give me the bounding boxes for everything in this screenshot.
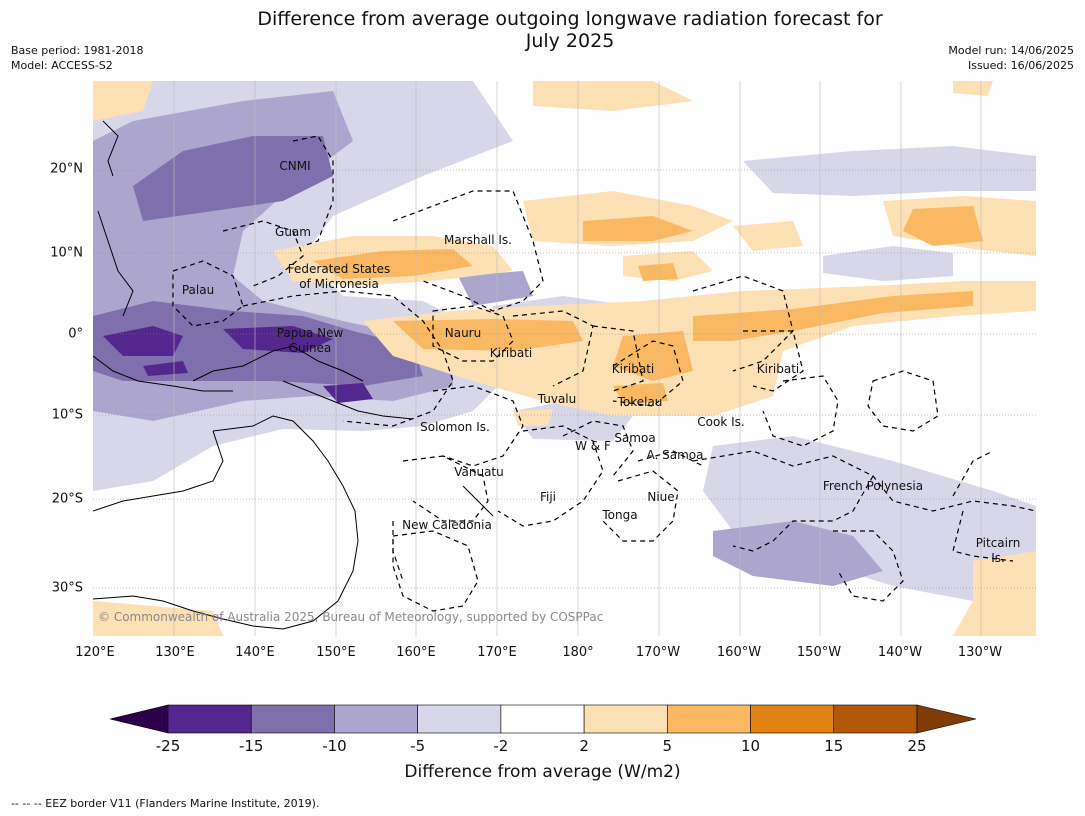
region-label: W & F [575, 439, 611, 453]
colorbar-box [750, 704, 835, 734]
colorbar-tick-label: 2 [579, 737, 589, 755]
region-labels: CNMI Guam Marshall Is. Federated States … [182, 159, 1020, 565]
region-label: Kiribati [757, 362, 799, 376]
colorbar-tick-label: -5 [410, 737, 426, 755]
lat-label: 10°N [50, 245, 83, 261]
eez-footnote: -- -- -- EEZ border V11 (Flanders Marine… [11, 797, 320, 810]
region-label: Kiribati [612, 362, 654, 376]
colorbar-box [334, 704, 418, 734]
coastlines [93, 120, 494, 630]
region-label: Marshall Is. [444, 233, 512, 247]
colorbar-label: Difference from average (W/m2) [404, 762, 681, 782]
colorbar-over-triangle [916, 704, 977, 734]
colorbar-box [583, 704, 668, 734]
copyright-text: © Commonwealth of Australia 2025, Bureau… [98, 610, 603, 624]
colorbar-tick-label: -15 [238, 737, 264, 755]
region-label: Tonga [601, 508, 637, 522]
region-label: Solomon Is. [420, 420, 490, 434]
region-label: Pitcairn [976, 536, 1021, 550]
colorbar-tick-label: -10 [322, 737, 347, 755]
region-label: French Polynesia [823, 479, 923, 493]
colorbar-box [833, 704, 918, 734]
region-label: CNMI [279, 159, 310, 173]
lon-label: 170°E [477, 645, 517, 660]
region-label: Fiji [540, 490, 556, 504]
lon-label: 160°E [396, 645, 436, 660]
region-label: A. Samoa [647, 448, 704, 462]
region-label: Federated States [288, 262, 390, 276]
lat-label: 10°S [51, 407, 83, 423]
eez-borders [172, 135, 1036, 612]
region-label: Nauru [445, 326, 481, 340]
colorbar [109, 704, 977, 734]
colorbar-tick-label: 15 [824, 737, 844, 755]
region-label: Niue [647, 490, 674, 504]
colorbar-box [500, 704, 585, 734]
region-label: New Caledonia [402, 518, 492, 532]
colorbar-box [250, 704, 335, 734]
anomaly-layer [93, 81, 1036, 636]
region-label: Tokelau [617, 395, 663, 409]
region-label: Guam [275, 225, 311, 239]
colorbar-box [417, 704, 502, 734]
region-label: Papua New [277, 326, 344, 340]
lon-label: 150°W [796, 645, 842, 660]
model-run: Model run: 14/06/2025 [948, 44, 1074, 57]
model-name: Model: ACCESS-S2 [11, 59, 113, 72]
lon-label: 140°E [235, 645, 275, 660]
region-label: Tuvalu [537, 392, 577, 406]
region-label: Vanuatu [454, 465, 504, 479]
lat-label: 30°S [51, 580, 83, 596]
region-label: of Micronesia [299, 277, 379, 291]
forecast-map: CNMI Guam Marshall Is. Federated States … [93, 81, 1036, 636]
colorbar-tick-label: 10 [741, 737, 761, 755]
colorbar-tick-label: -2 [493, 737, 509, 755]
region-label: Is. [991, 551, 1005, 565]
region-label: Samoa [614, 431, 655, 445]
region-label: Palau [182, 283, 214, 297]
lat-label: 20°S [51, 491, 83, 507]
lon-label: 140°W [877, 645, 923, 660]
lon-label: 130°E [155, 645, 195, 660]
colorbar-box [167, 704, 252, 734]
lon-label: 160°W [716, 645, 762, 660]
metadata-right: Model run: 14/06/2025 Issued: 16/06/2025 [948, 43, 1074, 73]
lat-label: 0° [68, 326, 83, 342]
lon-label: 170°W [635, 645, 681, 660]
region-label: Guinea [289, 341, 332, 355]
lon-label: 130°W [957, 645, 1003, 660]
colorbar-under-triangle [109, 704, 169, 734]
metadata-left: Base period: 1981-2018 Model: ACCESS-S2 [11, 43, 143, 73]
lon-label: 150°E [316, 645, 356, 660]
region-label: Kiribati [490, 346, 532, 360]
region-label: Cook Is. [697, 415, 744, 429]
lon-label: 120°E [75, 645, 115, 660]
latlon-grid [93, 81, 1036, 636]
colorbar-tick-label: 25 [907, 737, 927, 755]
base-period: Base period: 1981-2018 [11, 44, 144, 57]
lat-label: 20°N [50, 161, 83, 177]
colorbar-tick-label: 5 [662, 737, 673, 755]
issued-date: Issued: 16/06/2025 [967, 59, 1074, 72]
chart-title: Difference from average outgoing longwav… [257, 8, 883, 52]
lon-label: 180° [562, 645, 594, 660]
colorbar-boxes [167, 704, 918, 734]
colorbar-box [667, 704, 751, 734]
colorbar-tick-label: -25 [155, 737, 181, 755]
